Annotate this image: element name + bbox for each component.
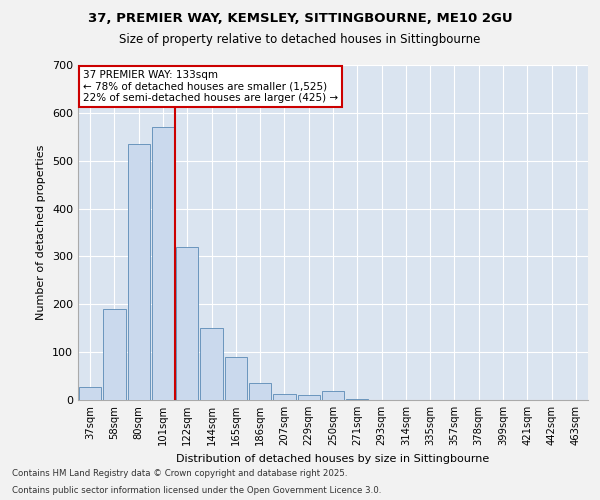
Text: Contains HM Land Registry data © Crown copyright and database right 2025.: Contains HM Land Registry data © Crown c…: [12, 468, 347, 477]
X-axis label: Distribution of detached houses by size in Sittingbourne: Distribution of detached houses by size …: [176, 454, 490, 464]
Bar: [273, 394, 296, 400]
Text: Contains public sector information licensed under the Open Government Licence 3.: Contains public sector information licen…: [12, 486, 382, 495]
Bar: [249, 383, 271, 400]
Y-axis label: Number of detached properties: Number of detached properties: [37, 145, 46, 320]
Bar: [103, 309, 125, 400]
Bar: [346, 398, 368, 400]
Bar: [79, 386, 101, 400]
Bar: [224, 357, 247, 400]
Text: Size of property relative to detached houses in Sittingbourne: Size of property relative to detached ho…: [119, 32, 481, 46]
Text: 37, PREMIER WAY, KEMSLEY, SITTINGBOURNE, ME10 2GU: 37, PREMIER WAY, KEMSLEY, SITTINGBOURNE,…: [88, 12, 512, 26]
Text: 37 PREMIER WAY: 133sqm
← 78% of detached houses are smaller (1,525)
22% of semi-: 37 PREMIER WAY: 133sqm ← 78% of detached…: [83, 70, 338, 103]
Bar: [176, 247, 199, 400]
Bar: [298, 395, 320, 400]
Bar: [152, 127, 174, 400]
Bar: [200, 328, 223, 400]
Bar: [322, 392, 344, 400]
Bar: [128, 144, 150, 400]
